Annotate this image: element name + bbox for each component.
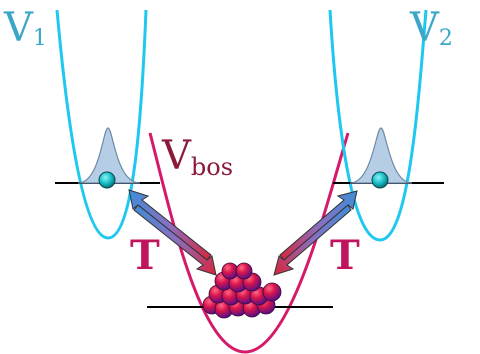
vbos-label-sub: bos	[190, 153, 234, 181]
v1-impurity-particle	[98, 171, 116, 189]
tunneling-label-right: T	[330, 232, 360, 279]
v2-impurity-particle	[371, 171, 389, 189]
v1-potential-curve	[55, 9, 148, 240]
v1-wavepacket	[77, 127, 141, 184]
bose-condensate-cluster	[202, 262, 282, 319]
vbos-label: Vbos	[162, 136, 233, 179]
v1-label: V1	[4, 8, 47, 50]
v1-label-sub: 1	[32, 26, 47, 51]
v2-potential-curve	[328, 9, 428, 242]
v2-label: V2	[410, 8, 453, 50]
tunneling-arrow-right	[273, 190, 358, 276]
v2-label-main: V	[410, 5, 439, 51]
v1-label-main: V	[4, 5, 33, 51]
vbos-label-main: V	[162, 133, 191, 179]
v2-label-sub: 2	[438, 26, 453, 51]
tunneling-label-left: T	[130, 232, 160, 279]
tunneling-arrow-left	[128, 189, 217, 276]
v2-wavepacket	[349, 127, 413, 184]
